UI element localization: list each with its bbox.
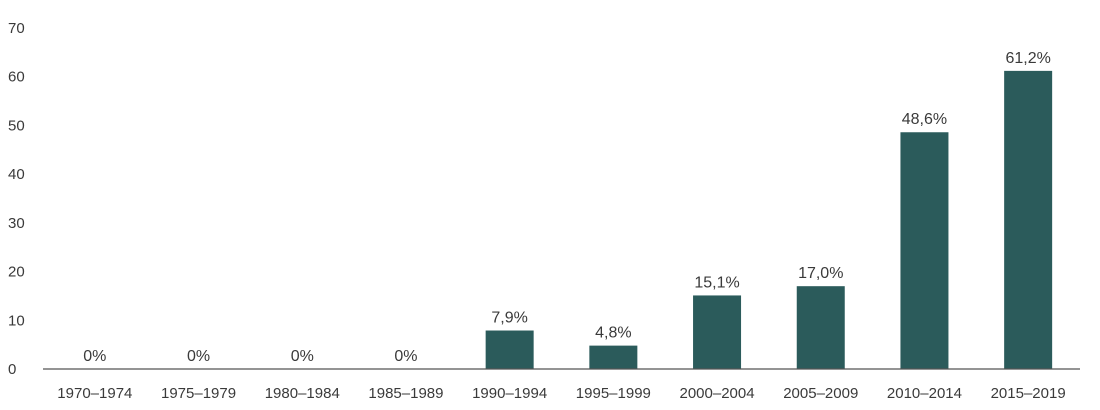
data-label: 0%	[187, 348, 210, 365]
y-axis: 0 10 20 30 40 50 60 70	[8, 20, 25, 378]
y-tick-label: 20	[8, 264, 25, 281]
data-labels: 0% 0% 0% 0% 7,9% 4,8% 15,1% 17,0% 48,6% 61,2%	[83, 50, 1051, 365]
data-label: 0%	[291, 348, 314, 365]
y-tick-label: 30	[8, 215, 25, 232]
data-label: 0%	[83, 348, 106, 365]
y-tick-label: 50	[8, 117, 25, 134]
y-tick-label: 0	[8, 361, 16, 378]
x-tick-label: 1985–1989	[368, 385, 443, 402]
bar	[589, 345, 638, 369]
x-tick-label: 1980–1984	[265, 385, 340, 402]
y-tick-label: 60	[8, 69, 25, 86]
x-tick-label: 2015–2019	[991, 385, 1066, 402]
bar	[796, 286, 845, 369]
bar	[693, 295, 742, 369]
bar	[1004, 70, 1053, 370]
data-label: 0%	[394, 348, 417, 365]
data-label: 4,8%	[595, 325, 631, 342]
x-tick-label: 1975–1979	[161, 385, 236, 402]
y-tick-label: 70	[8, 20, 25, 37]
bars	[485, 70, 1053, 370]
data-label: 17,0%	[798, 265, 843, 282]
bar	[900, 132, 949, 369]
x-tick-label: 2005–2009	[783, 385, 858, 402]
x-axis: 1970–1974 1975–1979 1980–1984 1985–1989 1990…	[43, 368, 1080, 402]
y-tick-label: 10	[8, 312, 25, 329]
x-tick-label: 2010–2014	[887, 385, 962, 402]
data-label: 48,6%	[902, 111, 947, 128]
x-tick-label: 1990–1994	[472, 385, 547, 402]
data-label: 7,9%	[491, 310, 527, 327]
x-tick-label: 2000–2004	[680, 385, 755, 402]
y-tick-label: 40	[8, 166, 25, 183]
bar	[485, 330, 534, 369]
x-tick-label: 1995–1999	[576, 385, 651, 402]
x-tick-label: 1970–1974	[57, 385, 132, 402]
data-label: 15,1%	[694, 274, 739, 291]
data-label: 61,2%	[1005, 50, 1050, 67]
